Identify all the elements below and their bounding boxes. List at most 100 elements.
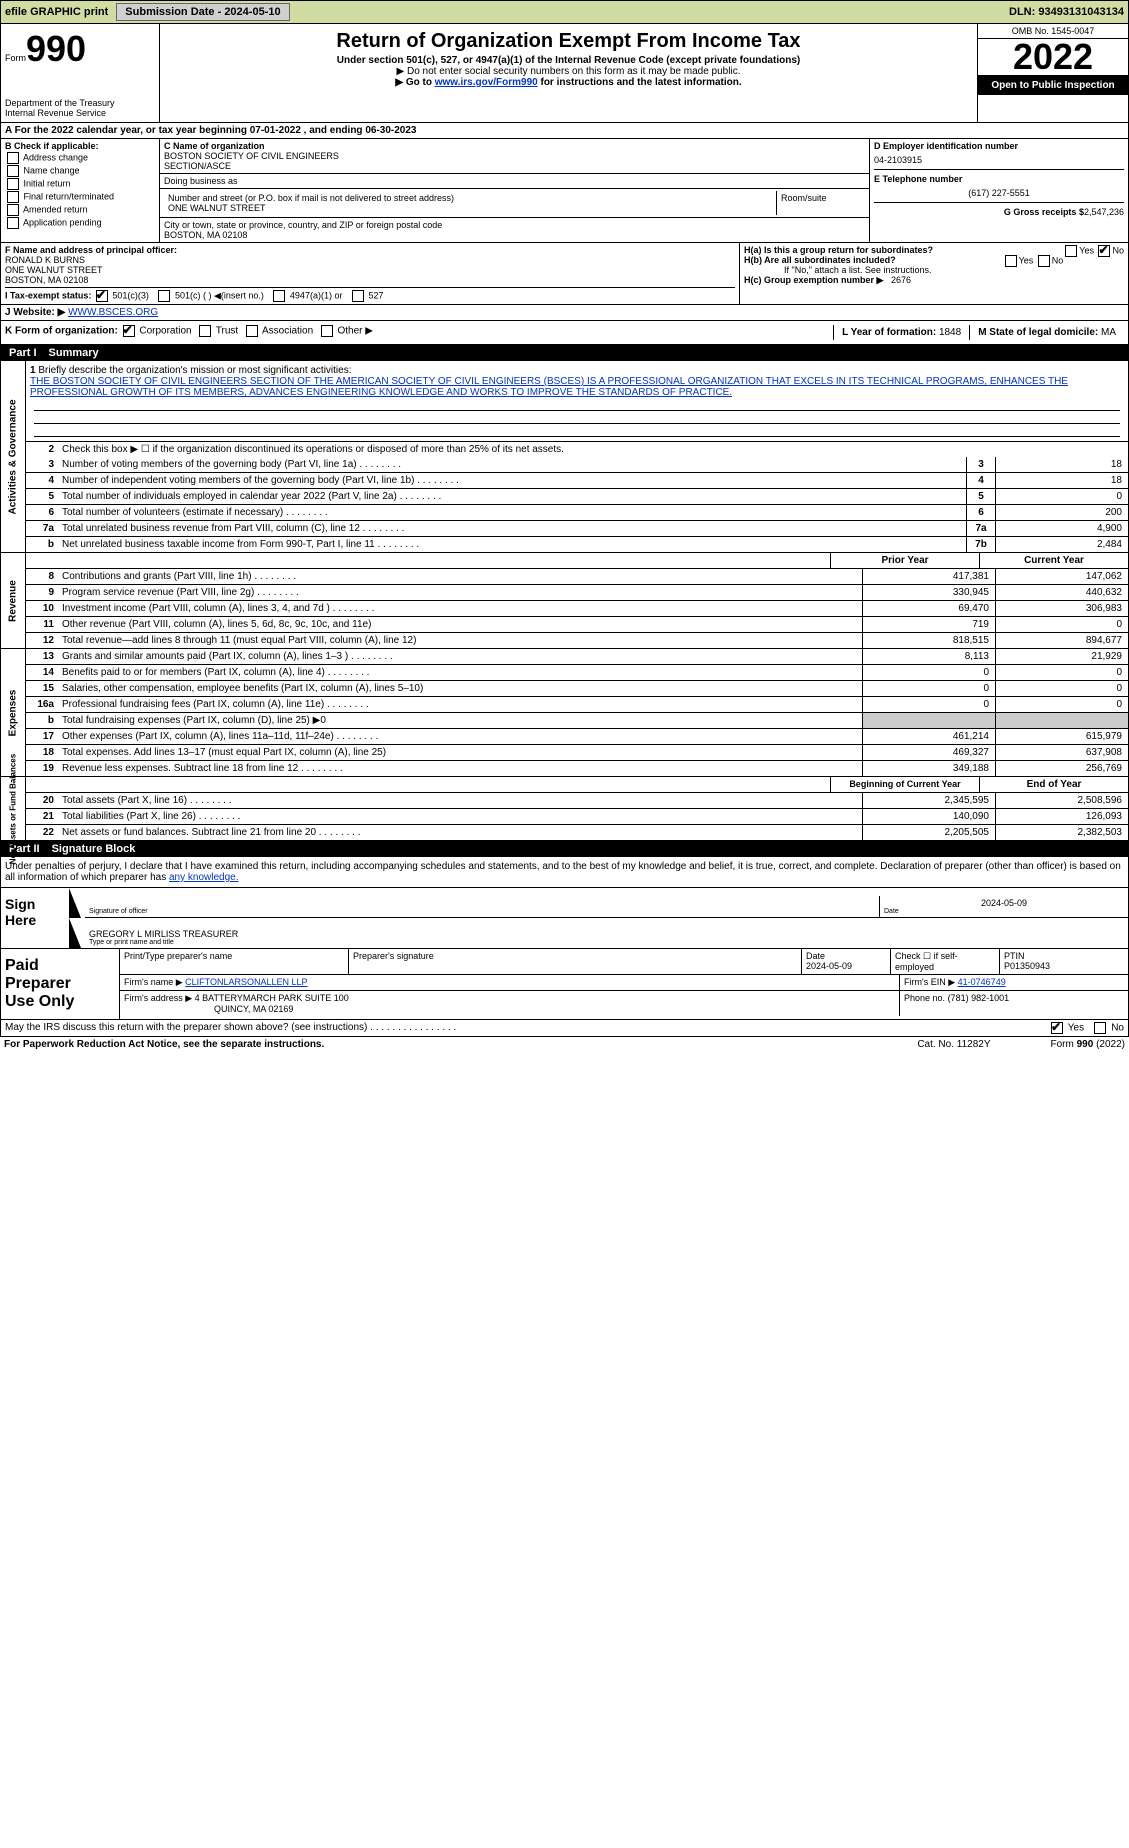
street-left: Number and street (or P.O. box if mail i… bbox=[164, 191, 777, 215]
paid-row1: Print/Type preparer's name Preparer's si… bbox=[120, 949, 1128, 975]
s16a-desc: Professional fundraising fees (Part IX, … bbox=[58, 697, 862, 712]
line-7b: bNet unrelated business taxable income f… bbox=[26, 537, 1128, 552]
s6-num: 6 bbox=[26, 505, 58, 520]
chk-amend[interactable]: Amended return bbox=[5, 204, 155, 216]
chk-mayirs-yes[interactable] bbox=[1051, 1022, 1063, 1034]
s16a-num: 16a bbox=[26, 697, 58, 712]
chk-corp[interactable] bbox=[123, 325, 135, 337]
revenue-section: Revenue Prior YearCurrent Year 8Contribu… bbox=[1, 553, 1128, 649]
sig-intro-link[interactable]: any knowledge. bbox=[169, 872, 239, 883]
room-suite: Room/suite bbox=[777, 191, 865, 215]
line-11: 11Other revenue (Part VIII, column (A), … bbox=[26, 617, 1128, 633]
s11-cy: 0 bbox=[995, 617, 1128, 632]
form-body: Form990 Department of the Treasury Inter… bbox=[0, 24, 1129, 1037]
s22-num: 22 bbox=[26, 825, 58, 840]
chk-hb-no[interactable] bbox=[1038, 255, 1050, 267]
chk-final[interactable]: Final return/terminated bbox=[5, 191, 155, 203]
may-irs-text: May the IRS discuss this return with the… bbox=[5, 1022, 1049, 1034]
pc-phone-val: (781) 982-1001 bbox=[948, 993, 1010, 1003]
line-8: 8Contributions and grants (Part VIII, li… bbox=[26, 569, 1128, 585]
line-5: 5Total number of individuals employed in… bbox=[26, 489, 1128, 505]
line-13: 13Grants and similar amounts paid (Part … bbox=[26, 649, 1128, 665]
line-21: 21Total liabilities (Part X, line 26)140… bbox=[26, 809, 1128, 825]
s21-py: 140,090 bbox=[862, 809, 995, 824]
s18-py: 469,327 bbox=[862, 745, 995, 760]
chk-final-label: Final return/terminated bbox=[24, 191, 115, 201]
s7b-val: 2,484 bbox=[995, 537, 1128, 552]
line-k: K Form of organization: Corporation Trus… bbox=[1, 321, 1128, 345]
s6-desc: Total number of volunteers (estimate if … bbox=[58, 505, 966, 520]
s13-py: 8,113 bbox=[862, 649, 995, 664]
mission-text[interactable]: THE BOSTON SOCIETY OF CIVIL ENGINEERS SE… bbox=[30, 376, 1068, 398]
pc-h5v: P01350943 bbox=[1004, 961, 1050, 971]
vert-exp-text: Expenses bbox=[8, 689, 19, 736]
chk-527[interactable] bbox=[352, 290, 364, 302]
m-val: MA bbox=[1101, 327, 1116, 338]
paid-row2: Firm's name ▶ CLIFTONLARSONALLEN LLP Fir… bbox=[120, 975, 1128, 991]
submission-date-button[interactable]: Submission Date - 2024-05-10 bbox=[116, 3, 289, 21]
yes-label: Yes bbox=[1068, 1023, 1084, 1034]
chk-ha-no[interactable] bbox=[1098, 245, 1110, 257]
chk-trust[interactable] bbox=[199, 325, 211, 337]
l-val: 1848 bbox=[939, 327, 961, 338]
col-f: F Name and address of principal officer:… bbox=[1, 243, 740, 304]
s12-cy: 894,677 bbox=[995, 633, 1128, 648]
h-b-label: H(b) Are all subordinates included? bbox=[744, 255, 896, 265]
website-link[interactable]: WWW.BSCES.ORG bbox=[68, 307, 158, 318]
sig-intro: Under penalties of perjury, I declare th… bbox=[1, 857, 1128, 888]
chk-501c3[interactable] bbox=[96, 290, 108, 302]
s6-box: 6 bbox=[966, 505, 995, 520]
chk-hb-yes[interactable] bbox=[1005, 255, 1017, 267]
pc-name: Print/Type preparer's name bbox=[120, 949, 349, 974]
chk-4947[interactable] bbox=[273, 290, 285, 302]
chk-init[interactable]: Initial return bbox=[5, 178, 155, 190]
paid-l2: Preparer bbox=[5, 975, 115, 993]
s15-py: 0 bbox=[862, 681, 995, 696]
sign-content: Signature of officer 2024-05-09Date GREG… bbox=[69, 888, 1128, 948]
pc-phone-lbl: Phone no. bbox=[904, 993, 945, 1003]
pc-date: Date2024-05-09 bbox=[802, 949, 891, 974]
h-c-val: 2676 bbox=[891, 275, 911, 285]
line-a-text: A For the 2022 calendar year, or tax yea… bbox=[5, 125, 416, 136]
line-18: 18Total expenses. Add lines 13–17 (must … bbox=[26, 745, 1128, 761]
line-17: 17Other expenses (Part IX, column (A), l… bbox=[26, 729, 1128, 745]
may-irs-discuss: May the IRS discuss this return with the… bbox=[1, 1019, 1128, 1036]
s15-cy: 0 bbox=[995, 681, 1128, 696]
s7a-val: 4,900 bbox=[995, 521, 1128, 536]
sub3-post: for instructions and the latest informat… bbox=[538, 77, 742, 88]
s13-desc: Grants and similar amounts paid (Part IX… bbox=[58, 649, 862, 664]
room-hdr: Room/suite bbox=[781, 193, 827, 203]
s4-val: 18 bbox=[995, 473, 1128, 488]
s7a-desc: Total unrelated business revenue from Pa… bbox=[58, 521, 966, 536]
s21-cy: 126,093 bbox=[995, 809, 1128, 824]
rev-content: Prior YearCurrent Year 8Contributions an… bbox=[26, 553, 1128, 648]
chk-app[interactable]: Application pending bbox=[5, 217, 155, 229]
pc-ein-lbl: Firm's EIN ▶ bbox=[904, 977, 955, 987]
line-10: 10Investment income (Part VIII, column (… bbox=[26, 601, 1128, 617]
col-d-hdr: D Employer identification number bbox=[874, 141, 1124, 151]
chk-501c[interactable] bbox=[158, 290, 170, 302]
checkbox-icon bbox=[7, 191, 19, 203]
pc-ein: Firm's EIN ▶ 41-0746749 bbox=[900, 975, 1128, 990]
bcy-eoy-hdr: Beginning of Current YearEnd of Year bbox=[26, 777, 1128, 793]
street-hdr: Number and street (or P.O. box if mail i… bbox=[168, 193, 454, 203]
chk-other[interactable] bbox=[321, 325, 333, 337]
s14-num: 14 bbox=[26, 665, 58, 680]
form-title: Return of Organization Exempt From Incom… bbox=[168, 30, 969, 53]
s17-cy: 615,979 bbox=[995, 729, 1128, 744]
chk-assoc[interactable] bbox=[246, 325, 258, 337]
chk-name[interactable]: Name change bbox=[5, 165, 155, 177]
chk-mayirs-no[interactable] bbox=[1094, 1022, 1106, 1034]
chk-addr[interactable]: Address change bbox=[5, 152, 155, 164]
cat-no: Cat. No. 11282Y bbox=[917, 1039, 990, 1050]
pc-ein-val[interactable]: 41-0746749 bbox=[958, 977, 1006, 987]
paid-l3: Use Only bbox=[5, 993, 115, 1011]
s16b-num: b bbox=[26, 713, 58, 728]
paid-content: Print/Type preparer's name Preparer's si… bbox=[120, 949, 1128, 1019]
irs-link[interactable]: www.irs.gov/Form990 bbox=[435, 77, 538, 88]
part1-header: Part I Summary bbox=[1, 345, 1128, 361]
pc-firm-val[interactable]: CLIFTONLARSONALLEN LLP bbox=[185, 977, 307, 987]
subtitle-3: ▶ Go to www.irs.gov/Form990 for instruct… bbox=[168, 77, 969, 88]
s16a-py: 0 bbox=[862, 697, 995, 712]
chk-ha-yes[interactable] bbox=[1065, 245, 1077, 257]
